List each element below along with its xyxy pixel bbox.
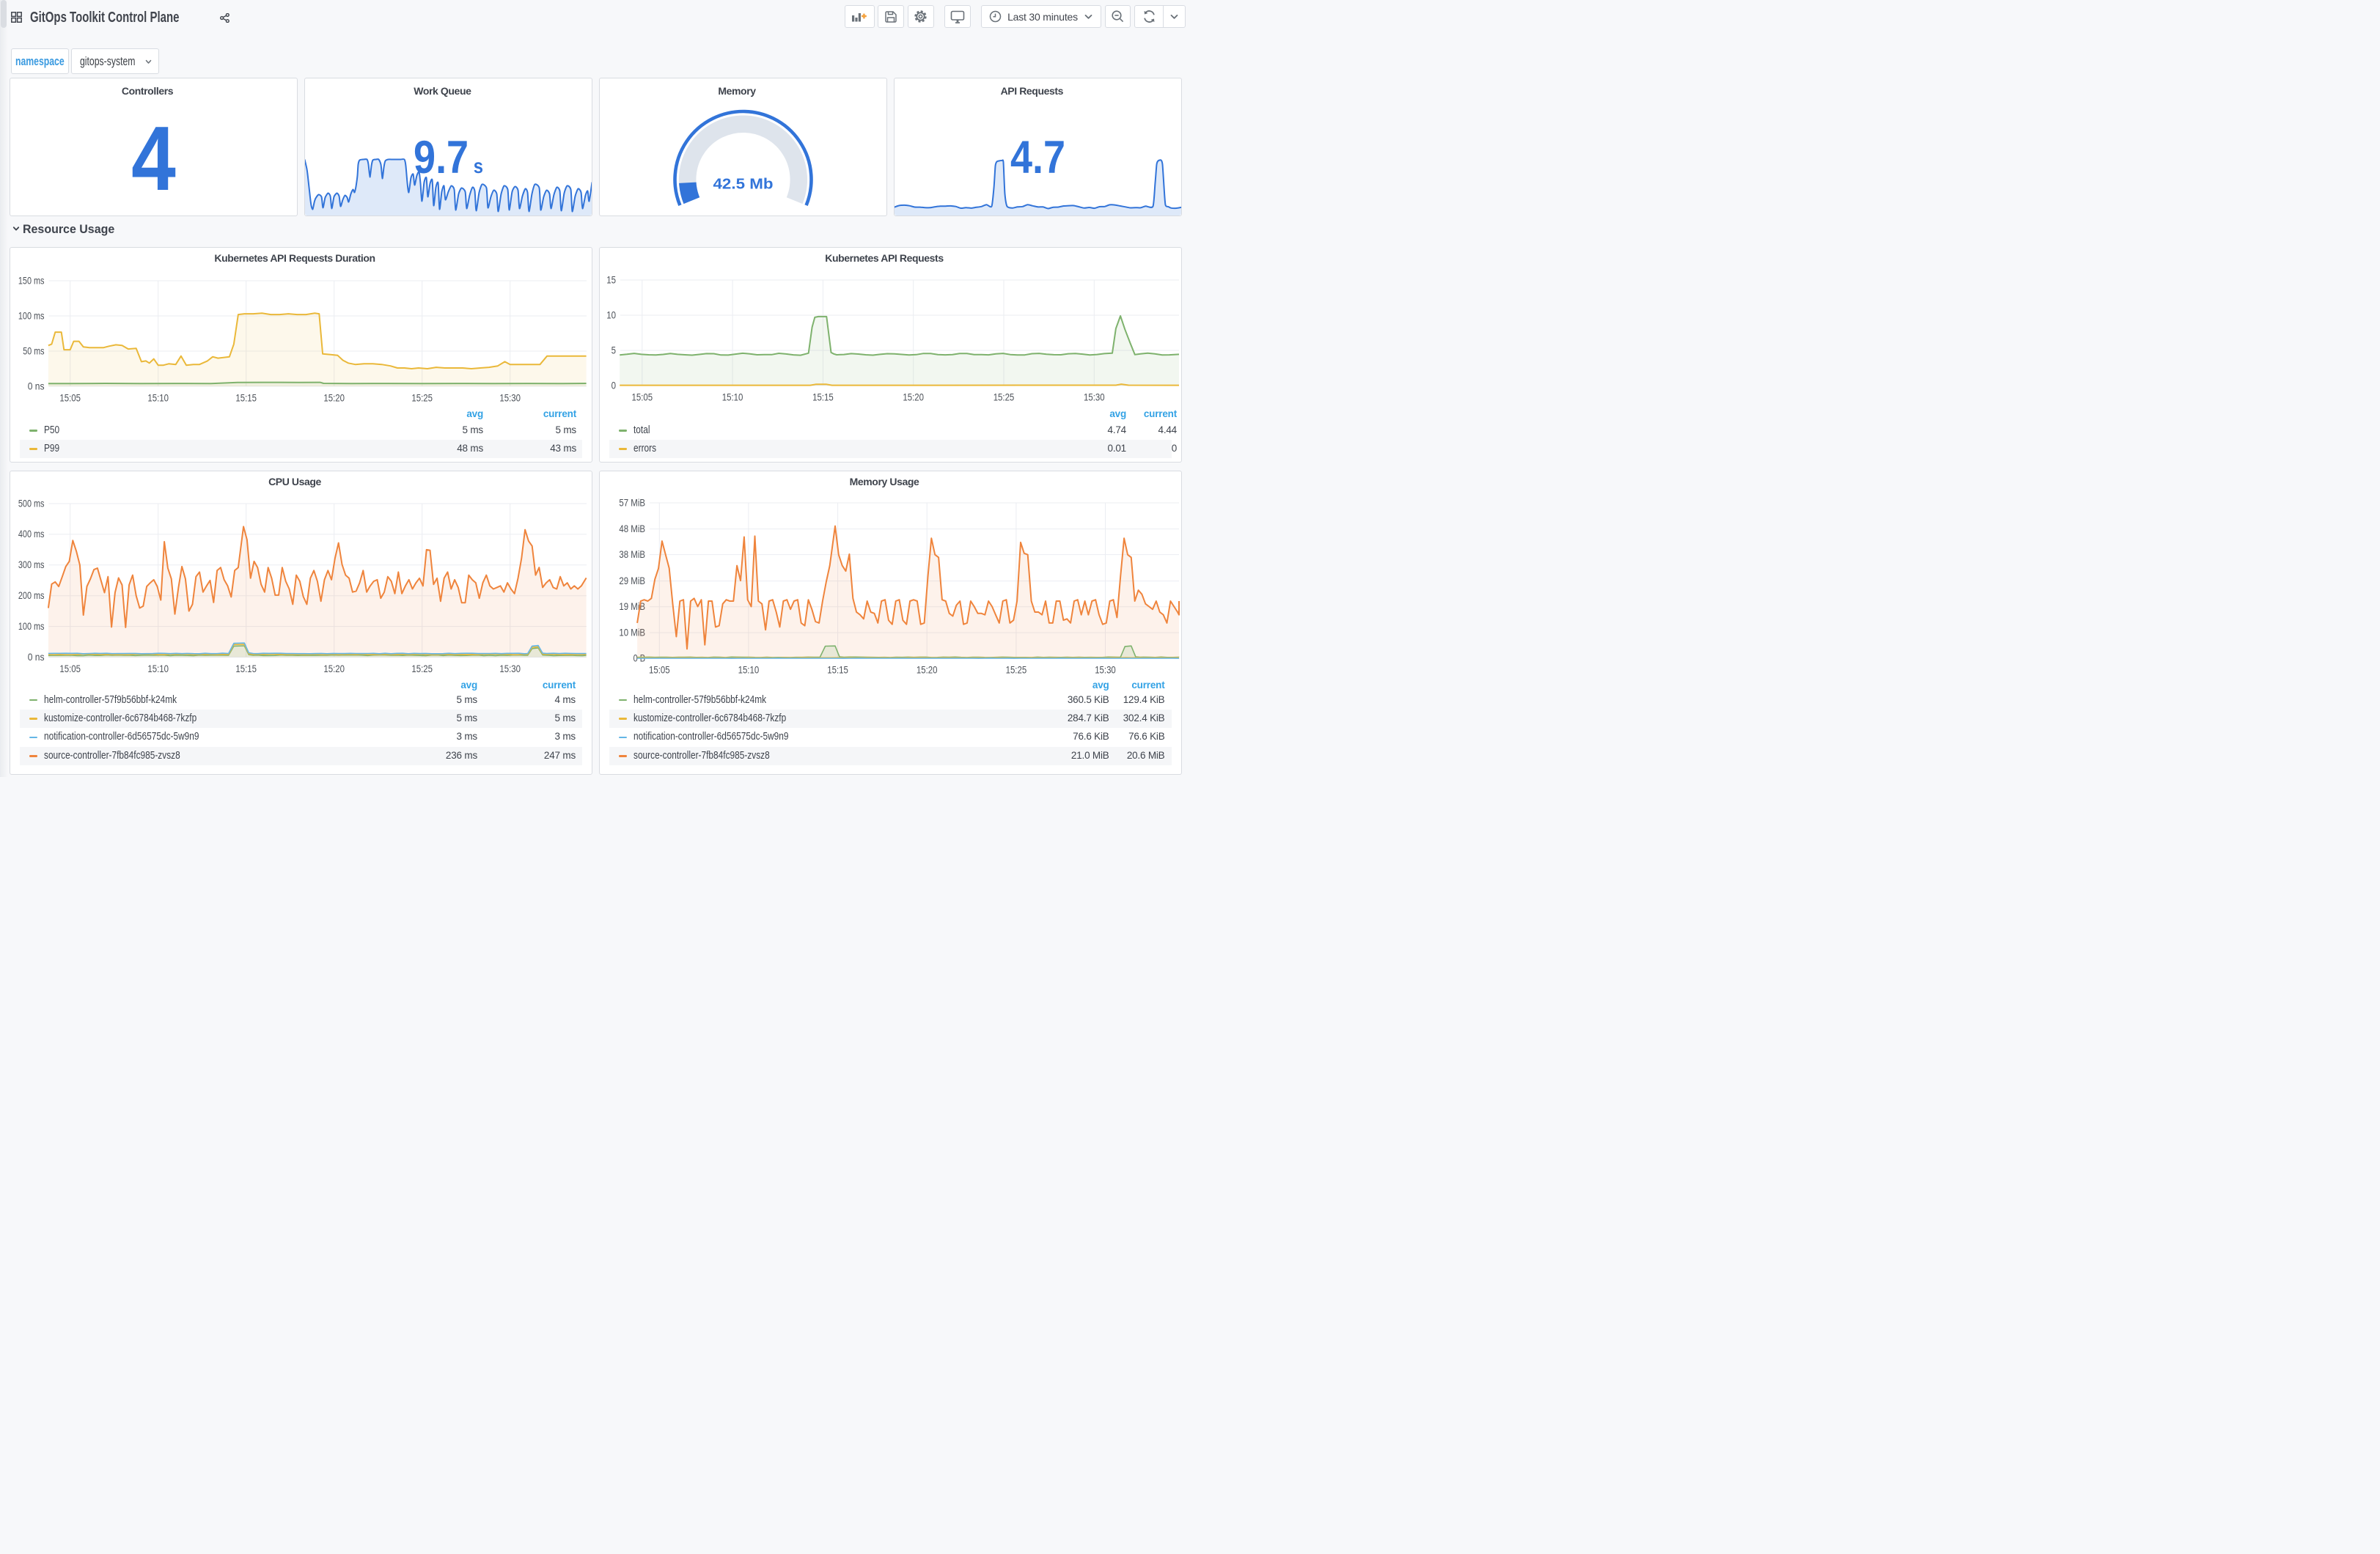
svg-text:15:30: 15:30 bbox=[499, 391, 521, 403]
svg-text:15:20: 15:20 bbox=[323, 391, 345, 403]
svg-text:15:15: 15:15 bbox=[235, 663, 257, 674]
svg-text:15:25: 15:25 bbox=[411, 663, 433, 674]
svg-text:15:30: 15:30 bbox=[499, 663, 521, 674]
svg-text:15: 15 bbox=[606, 273, 616, 285]
svg-text:15:20: 15:20 bbox=[323, 663, 345, 674]
svg-text:15:15: 15:15 bbox=[812, 391, 834, 402]
svg-text:0: 0 bbox=[611, 379, 617, 391]
svg-text:15:25: 15:25 bbox=[1006, 664, 1027, 676]
svg-text:15:15: 15:15 bbox=[827, 664, 848, 676]
svg-text:15:05: 15:05 bbox=[59, 663, 81, 674]
svg-text:5: 5 bbox=[611, 344, 617, 356]
svg-text:50 ms: 50 ms bbox=[23, 345, 44, 356]
svg-text:100 ms: 100 ms bbox=[18, 309, 45, 321]
svg-text:15:05: 15:05 bbox=[59, 391, 81, 403]
svg-text:38 MiB: 38 MiB bbox=[619, 548, 645, 560]
svg-text:300 ms: 300 ms bbox=[18, 559, 45, 570]
svg-text:0 ns: 0 ns bbox=[28, 380, 45, 391]
svg-text:15:25: 15:25 bbox=[411, 391, 433, 403]
svg-text:15:25: 15:25 bbox=[993, 391, 1015, 402]
svg-text:15:10: 15:10 bbox=[147, 663, 169, 674]
svg-text:15:30: 15:30 bbox=[1084, 391, 1105, 402]
svg-text:15:20: 15:20 bbox=[903, 391, 924, 402]
svg-text:15:10: 15:10 bbox=[738, 664, 760, 676]
svg-text:10: 10 bbox=[606, 309, 616, 320]
svg-text:400 ms: 400 ms bbox=[18, 528, 45, 540]
svg-text:15:05: 15:05 bbox=[632, 391, 653, 402]
svg-text:15:20: 15:20 bbox=[917, 664, 938, 676]
svg-text:0 ns: 0 ns bbox=[28, 651, 45, 663]
svg-text:48 MiB: 48 MiB bbox=[619, 523, 645, 534]
svg-text:42.5 Mb: 42.5 Mb bbox=[713, 177, 774, 193]
svg-text:15:10: 15:10 bbox=[722, 391, 743, 402]
svg-text:15:15: 15:15 bbox=[235, 391, 257, 403]
svg-text:57 MiB: 57 MiB bbox=[619, 496, 645, 508]
svg-text:150 ms: 150 ms bbox=[18, 274, 45, 286]
svg-text:29 MiB: 29 MiB bbox=[619, 575, 645, 586]
svg-text:15:30: 15:30 bbox=[1095, 664, 1116, 676]
svg-text:10 MiB: 10 MiB bbox=[619, 626, 645, 638]
svg-text:15:05: 15:05 bbox=[649, 664, 670, 676]
svg-text:500 ms: 500 ms bbox=[18, 497, 45, 509]
svg-text:200 ms: 200 ms bbox=[18, 589, 45, 601]
svg-text:100 ms: 100 ms bbox=[18, 620, 45, 632]
svg-text:15:10: 15:10 bbox=[147, 391, 169, 403]
